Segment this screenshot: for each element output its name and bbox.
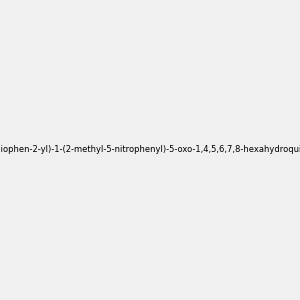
Text: 2-Amino-4-(5-ethylthiophen-2-yl)-1-(2-methyl-5-nitrophenyl)-5-oxo-1,4,5,6,7,8-he: 2-Amino-4-(5-ethylthiophen-2-yl)-1-(2-me… <box>0 146 300 154</box>
